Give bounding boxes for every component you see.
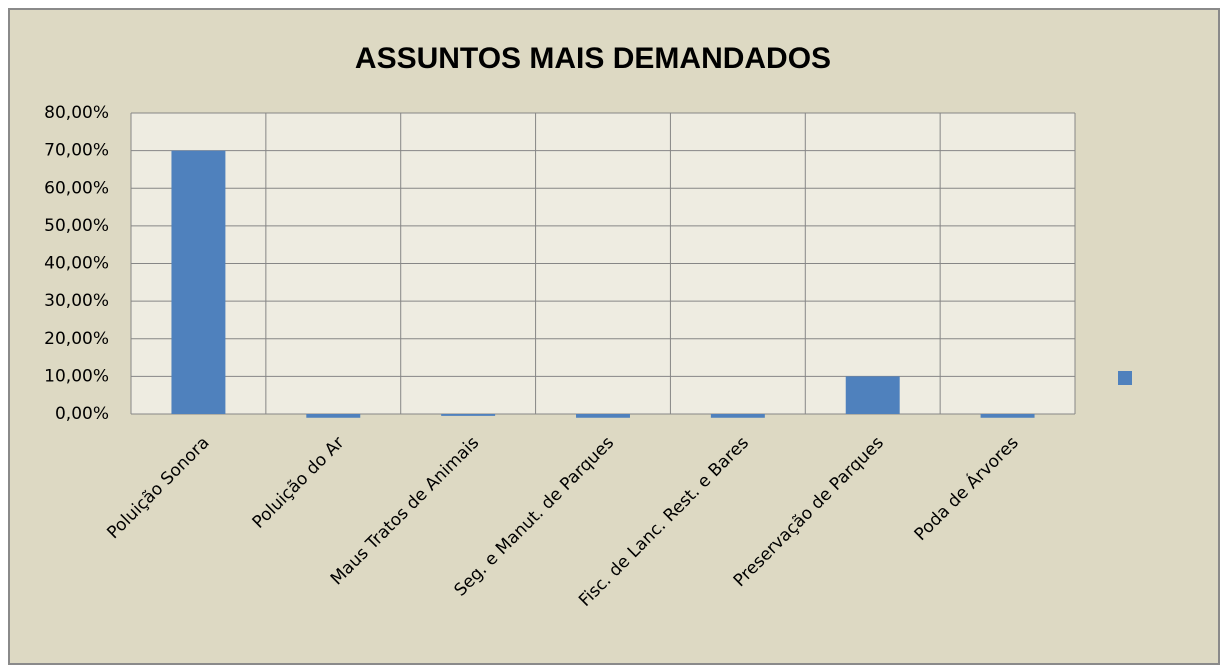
legend-marker [1118,371,1132,385]
bar [576,414,630,418]
chart-title: ASSUNTOS MAIS DEMANDADOS [355,42,831,75]
bar [845,376,900,414]
y-tick-label: 70,00% [44,141,109,161]
bar [441,414,496,416]
bar [171,150,226,414]
y-tick-label: 0,00% [55,404,109,424]
y-tick-label: 80,00% [44,103,109,123]
y-tick-label: 30,00% [44,291,109,311]
bar [306,414,361,418]
y-tick-label: 50,00% [44,216,109,236]
bar [710,414,765,418]
y-tick-label: 10,00% [44,366,109,386]
bar [980,414,1035,418]
y-tick-label: 20,00% [44,329,109,349]
y-tick-label: 40,00% [44,254,109,274]
y-tick-label: 60,00% [44,178,109,198]
